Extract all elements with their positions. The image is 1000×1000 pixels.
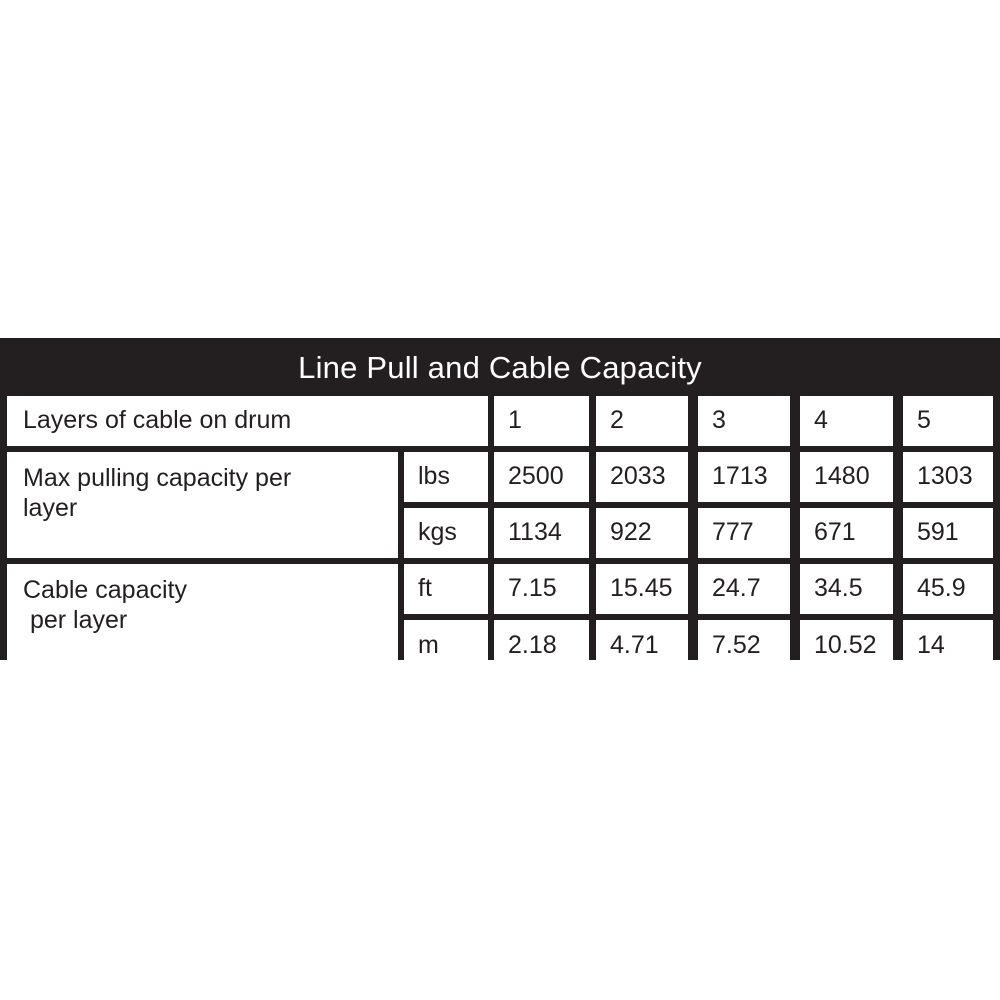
max-pull-lbs-value-cell: 1713 xyxy=(698,452,790,502)
max-pull-lbs-value-cell: 1303 xyxy=(903,452,993,502)
cable-capacity-ft-value-cell: 34.5 xyxy=(800,564,893,614)
unit-cell-lbs: lbs xyxy=(404,452,488,502)
cable-capacity-ft-value-cell: 45.9 xyxy=(903,564,993,614)
cable-capacity-m-value-cell: 10.52 xyxy=(800,620,893,660)
unit-cell-kgs: kgs xyxy=(404,508,488,558)
max-pull-kgs-value-cell: 1134 xyxy=(494,508,589,558)
cable-capacity-m-value-cell: 2.18 xyxy=(494,620,589,660)
max-pull-lbs-value-cell: 1480 xyxy=(800,452,893,502)
cable-capacity-m-value-cell: 7.52 xyxy=(698,620,790,660)
max-pull-lbs-value-cell: 2033 xyxy=(596,452,688,502)
layers-value-cell: 1 xyxy=(494,396,589,446)
max-pulling-capacity-label-line1: Max pulling capacity per xyxy=(23,464,292,492)
layers-label-cell: Layers of cable on drum xyxy=(7,396,488,446)
cable-capacity-ft-value-cell: 24.7 xyxy=(698,564,790,614)
layers-value-cell: 2 xyxy=(596,396,688,446)
max-pull-lbs-value-cell: 2500 xyxy=(494,452,589,502)
line-pull-and-cable-capacity-table: Line Pull and Cable Capacity Layers of c… xyxy=(0,338,1000,660)
cable-capacity-ft-value-cell: 15.45 xyxy=(596,564,688,614)
cable-capacity-m-value-cell: 14 xyxy=(903,620,993,660)
cable-capacity-ft-value-cell: 7.15 xyxy=(494,564,589,614)
max-pulling-capacity-label-cell: Max pulling capacity per layer xyxy=(7,452,398,558)
layers-value-cell: 3 xyxy=(698,396,790,446)
max-pulling-capacity-label-line2: layer xyxy=(23,493,78,522)
cable-capacity-label-line2: per layer xyxy=(23,605,128,634)
cable-capacity-label-line1: Cable capacity xyxy=(23,576,187,604)
cable-capacity-label-cell: Cable capacity per layer xyxy=(7,564,398,660)
max-pull-kgs-value-cell: 922 xyxy=(596,508,688,558)
max-pull-kgs-value-cell: 591 xyxy=(903,508,993,558)
max-pull-kgs-value-cell: 671 xyxy=(800,508,893,558)
table-title: Line Pull and Cable Capacity xyxy=(298,349,702,385)
table-title-band: Line Pull and Cable Capacity xyxy=(0,338,1000,396)
max-pull-kgs-value-cell: 777 xyxy=(698,508,790,558)
layers-value-cell: 5 xyxy=(903,396,993,446)
layers-value-cell: 4 xyxy=(800,396,893,446)
unit-cell-ft: ft xyxy=(404,564,488,614)
table-grid: Layers of cable on drum 1 2 3 4 5 Max pu… xyxy=(0,396,1000,660)
unit-cell-m: m xyxy=(404,620,488,660)
cable-capacity-m-value-cell: 4.71 xyxy=(596,620,688,660)
